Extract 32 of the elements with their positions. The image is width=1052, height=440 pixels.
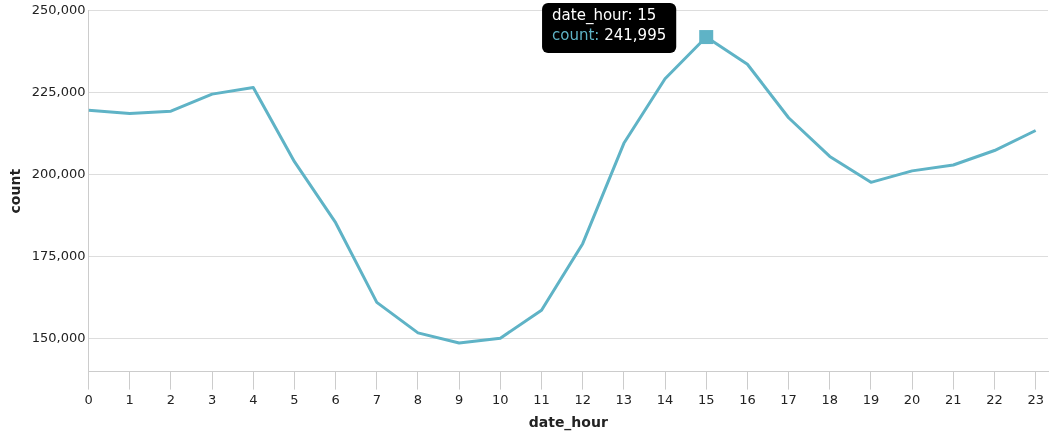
x-tick-label: 16 [739,391,756,407]
x-tick-label: 0 [84,391,93,407]
x-tick-label: 8 [413,391,423,407]
x-tick-label: 19 [862,391,880,407]
x-tick-label: 15 [697,391,715,407]
x-tick-label: 13 [615,391,633,407]
y-tick-label: 150,000 [31,330,86,346]
x-tick-label: 2 [166,391,176,407]
x-tick-label: 5 [290,391,299,407]
y-tick-label: 200,000 [31,166,86,182]
x-tick-label: 1 [125,391,134,407]
y-tick-label: 225,000 [31,84,86,100]
x-tick-label: 4 [249,391,258,407]
x-tick-label: 11 [533,391,550,407]
x-tick-label: 18 [821,391,839,407]
x-tick-label: 20 [903,391,921,407]
y-tick-label: 175,000 [31,248,86,264]
x-tick-label: 3 [207,391,217,407]
x-tick-label: 14 [656,391,674,407]
x-tick-label: 22 [986,391,1003,407]
x-tick-label: 10 [492,391,509,407]
x-tick-label: 17 [780,391,797,407]
x-tick-label: 12 [574,391,591,407]
x-tick-label: 7 [372,391,381,407]
x-tick-label: 21 [945,391,962,407]
annotation: date_hour: 15 count: 241,995 [552,6,667,45]
x-tick-label: 9 [455,391,464,407]
y-axis-title: count [7,168,24,214]
x-tick-label: 23 [1027,391,1044,407]
x-axis-title: date_hour [528,414,608,432]
y-tick-label: 250,000 [31,2,86,18]
x-tick-label: 6 [331,391,340,407]
